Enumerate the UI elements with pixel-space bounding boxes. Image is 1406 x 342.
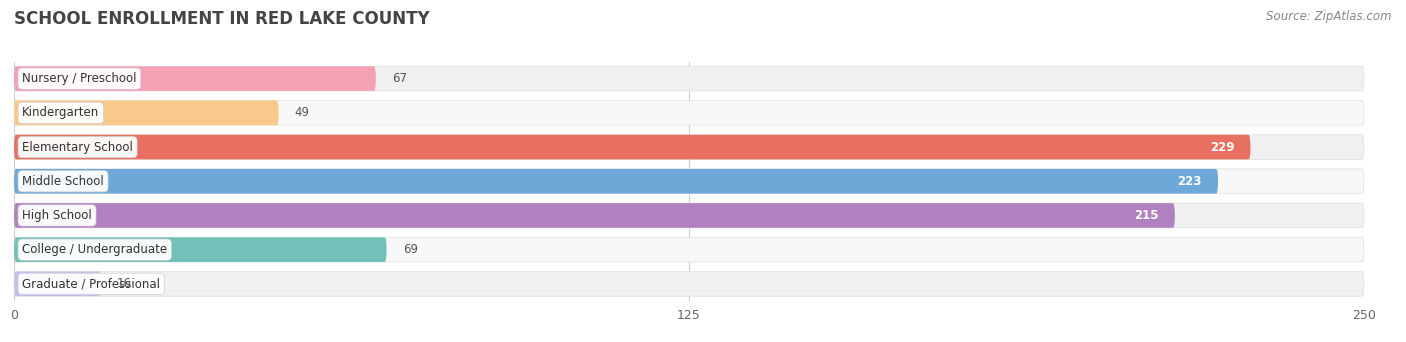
Text: Kindergarten: Kindergarten — [22, 106, 100, 119]
Text: Elementary School: Elementary School — [22, 141, 134, 154]
FancyBboxPatch shape — [14, 135, 1250, 159]
FancyBboxPatch shape — [14, 66, 375, 91]
Text: Middle School: Middle School — [22, 175, 104, 188]
Text: 69: 69 — [402, 243, 418, 256]
FancyBboxPatch shape — [14, 203, 1364, 228]
FancyBboxPatch shape — [14, 272, 1364, 296]
FancyBboxPatch shape — [14, 135, 1364, 159]
Text: 223: 223 — [1177, 175, 1202, 188]
FancyBboxPatch shape — [14, 101, 1364, 125]
Text: High School: High School — [22, 209, 91, 222]
Text: College / Undergraduate: College / Undergraduate — [22, 243, 167, 256]
FancyBboxPatch shape — [14, 169, 1364, 194]
FancyBboxPatch shape — [14, 169, 1218, 194]
Text: Nursery / Preschool: Nursery / Preschool — [22, 72, 136, 85]
FancyBboxPatch shape — [14, 237, 387, 262]
FancyBboxPatch shape — [14, 272, 100, 296]
Text: 229: 229 — [1209, 141, 1234, 154]
FancyBboxPatch shape — [14, 101, 278, 125]
Text: 16: 16 — [117, 277, 132, 290]
Text: SCHOOL ENROLLMENT IN RED LAKE COUNTY: SCHOOL ENROLLMENT IN RED LAKE COUNTY — [14, 10, 430, 28]
Text: 67: 67 — [392, 72, 406, 85]
Text: Source: ZipAtlas.com: Source: ZipAtlas.com — [1267, 10, 1392, 23]
Text: 215: 215 — [1135, 209, 1159, 222]
FancyBboxPatch shape — [14, 237, 1364, 262]
FancyBboxPatch shape — [14, 203, 1175, 228]
Text: Graduate / Professional: Graduate / Professional — [22, 277, 160, 290]
Text: 49: 49 — [295, 106, 309, 119]
FancyBboxPatch shape — [14, 66, 1364, 91]
